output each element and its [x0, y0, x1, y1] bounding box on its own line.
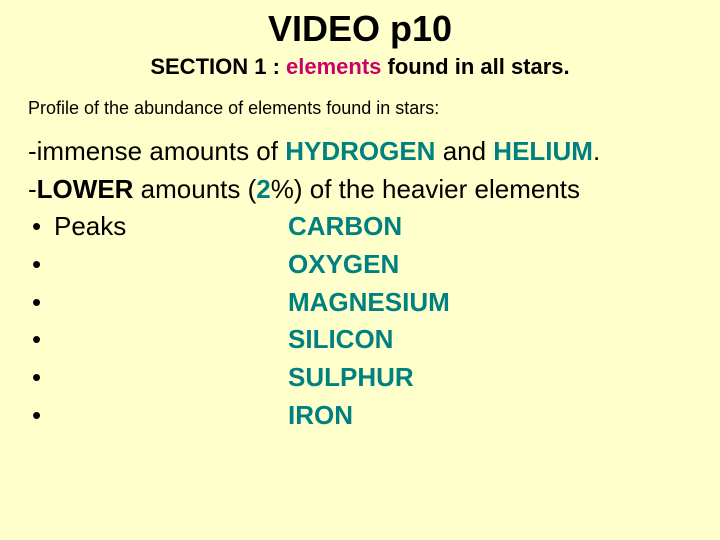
subtitle-prefix: SECTION 1 :: [150, 54, 286, 79]
bullet-left: •: [28, 321, 288, 359]
line2-percent: 2: [256, 174, 270, 204]
line1-pre: -immense amounts of: [28, 136, 285, 166]
element-label: MAGNESIUM: [288, 284, 450, 322]
subtitle-highlight: elements: [286, 54, 381, 79]
element-label: SULPHUR: [288, 359, 414, 397]
slide: VIDEO p10 SECTION 1 : elements found in …: [0, 0, 720, 540]
bullet-left: •: [28, 397, 288, 435]
line2-mid1: amounts (: [133, 174, 256, 204]
bullet-row-peaks: •Peaks CARBON: [28, 208, 692, 246]
body-line-2: -LOWER amounts (2%) of the heavier eleme…: [28, 171, 692, 209]
bullet-icon: •: [32, 246, 54, 284]
element-hydrogen: HYDROGEN: [285, 136, 435, 166]
line2-mid2: %) of the heavier elements: [271, 174, 580, 204]
bullet-icon: •: [32, 321, 54, 359]
profile-line: Profile of the abundance of elements fou…: [28, 98, 692, 119]
bullet-row: • OXYGEN: [28, 246, 692, 284]
bullet-left: •: [28, 359, 288, 397]
bullet-icon: •: [32, 359, 54, 397]
bullet-row: • SULPHUR: [28, 359, 692, 397]
element-label: IRON: [288, 397, 353, 435]
bullet-row: • MAGNESIUM: [28, 284, 692, 322]
peaks-label: Peaks: [54, 211, 126, 241]
line1-post: .: [593, 136, 600, 166]
page-title: VIDEO p10: [28, 8, 692, 50]
bullet-icon: •: [32, 397, 54, 435]
body-line-1: -immense amounts of HYDROGEN and HELIUM.: [28, 133, 692, 171]
element-helium: HELIUM: [493, 136, 593, 166]
element-label: CARBON: [288, 208, 402, 246]
bullet-left: •Peaks: [28, 208, 288, 246]
bullet-icon: •: [32, 284, 54, 322]
element-label: OXYGEN: [288, 246, 399, 284]
element-label: SILICON: [288, 321, 393, 359]
section-subtitle: SECTION 1 : elements found in all stars.: [28, 54, 692, 80]
bullet-left: •: [28, 284, 288, 322]
line2-pre: -: [28, 174, 37, 204]
bullet-icon: •: [32, 208, 54, 246]
bullet-row: • SILICON: [28, 321, 692, 359]
line2-keyword: LOWER: [37, 174, 134, 204]
bullet-left: •: [28, 246, 288, 284]
line1-mid: and: [435, 136, 493, 166]
bullet-row: • IRON: [28, 397, 692, 435]
subtitle-suffix: found in all stars.: [381, 54, 569, 79]
